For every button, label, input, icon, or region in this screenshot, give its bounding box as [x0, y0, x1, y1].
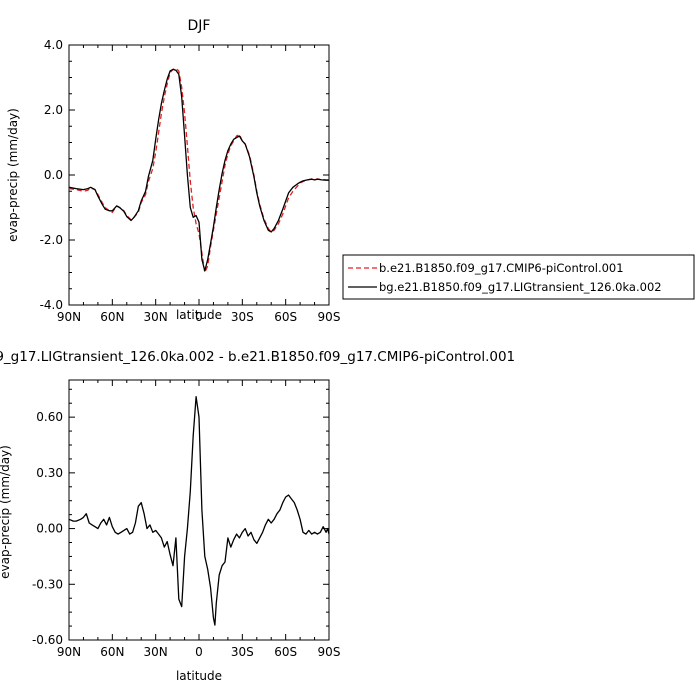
top-series-lines: [68, 67, 329, 274]
legend-label-control: b.e21.B1850.f09_g17.CMIP6-piControl.001: [379, 261, 624, 275]
top-x-tick-label: 30N: [144, 310, 168, 324]
bottom-chart-title: bg.e21.B1850.f09_g17.LIGtransient_126.0k…: [0, 349, 515, 365]
top-plot-frame: [68, 44, 330, 306]
top-y-axis-label: evap-precip (mm/day): [6, 108, 20, 242]
top-x-axis-label: latitude: [176, 308, 222, 322]
bottom-x-tick-label: 30N: [144, 645, 168, 659]
bottom-y-tick-label: 0.60: [36, 410, 63, 424]
top-x-tick-label: 0: [195, 310, 203, 324]
legend-label-lig: bg.e21.B1850.f09_g17.LIGtransient_126.0k…: [379, 280, 662, 294]
top-series-line-1: [68, 68, 329, 272]
bottom-y-tick-label: 0.30: [36, 466, 63, 480]
bottom-y-axis: -0.60 -0.30 0.00 0.30 0.60: [32, 388, 329, 647]
top-x-tick-label: 30S: [231, 310, 254, 324]
top-x-tick-label: 90N: [57, 310, 81, 324]
bottom-x-tick-label: 0: [195, 645, 203, 659]
bottom-y-tick-label: -0.60: [32, 633, 63, 647]
legend: b.e21.B1850.f09_g17.CMIP6-piControl.001 …: [342, 254, 695, 300]
top-panel: DJF -4.0-2.00.02.04.0 90N 60N 30N 0 30S 60S 90…: [6, 18, 340, 324]
bottom-y-axis-label: evap-precip (mm/day): [0, 445, 12, 579]
bottom-x-tick-label: 90S: [318, 645, 341, 659]
top-y-tick-label: -4.0: [40, 298, 63, 312]
bottom-x-tick-label: 90N: [57, 645, 81, 659]
top-series-line-0: [68, 67, 329, 274]
bottom-x-tick-label: 60S: [274, 645, 297, 659]
bottom-y-tick-label: -0.30: [32, 577, 63, 591]
top-y-tick-label: 4.0: [44, 38, 63, 52]
bottom-x-tick-label: 30S: [231, 645, 254, 659]
top-y-axis: -4.0 -2.0 0.0 2.0 4.0: [40, 38, 329, 312]
top-y-tick-label: 2.0: [44, 103, 63, 117]
top-x-axis: 90N 60N 30N 0 30S 60S 90S: [57, 45, 341, 324]
top-y-tick-label: -2.0: [40, 233, 63, 247]
bottom-series-lines: [68, 396, 330, 626]
bottom-x-tick-label: 60N: [100, 645, 124, 659]
bottom-panel: bg.e21.B1850.f09_g17.LIGtransient_126.0k…: [0, 349, 515, 683]
bottom-y-tick-label: 0.00: [36, 522, 63, 536]
bottom-series-line-0: [68, 396, 330, 626]
top-x-tick-label: 60N: [100, 310, 124, 324]
top-x-tick-label: 90S: [318, 310, 341, 324]
top-y-tick-label: 0.0: [44, 168, 63, 182]
bottom-x-axis: 90N 60N 30N 0 30S 60S 90S: [57, 380, 341, 659]
top-chart-title: DJF: [188, 18, 211, 34]
top-x-tick-label: 60S: [274, 310, 297, 324]
legend-box: [342, 254, 695, 300]
bottom-x-axis-label: latitude: [176, 669, 222, 683]
